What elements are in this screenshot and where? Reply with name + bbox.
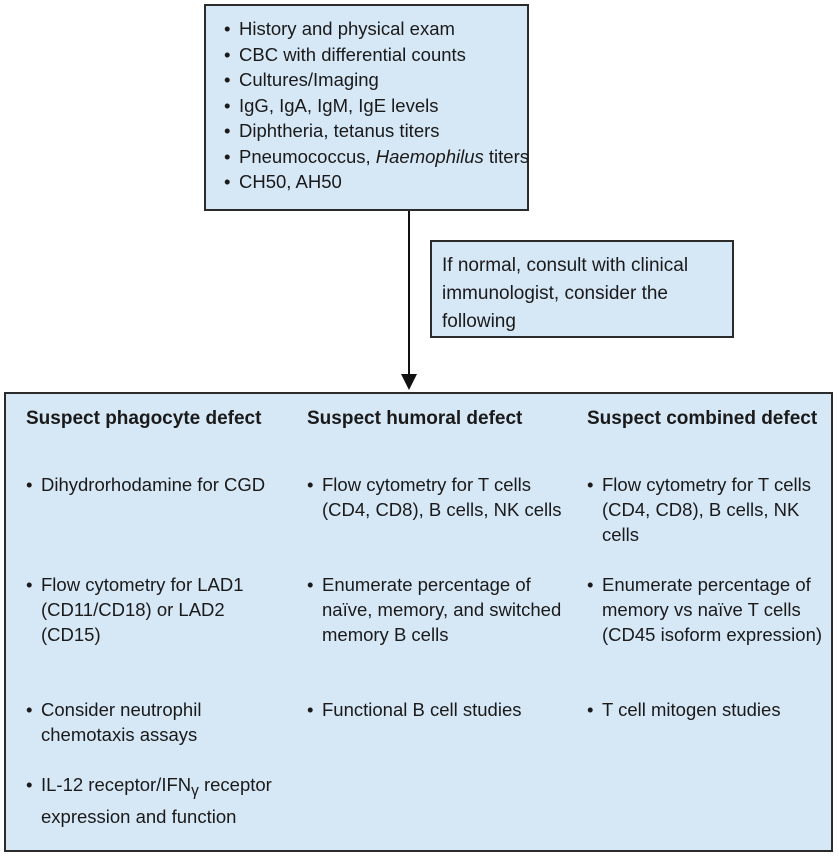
phagocyte-defect-column: Suspect phagocyte defect Dihydrorhodamin… [26,406,288,827]
initial-workup-box: History and physical exam CBC with diffe… [204,4,529,211]
workup-item: History and physical exam [224,16,513,42]
workup-item: CBC with differential counts [224,42,513,68]
test-item: Consider neutrophil chemotaxis assays [26,697,288,747]
test-item: Flow cytometry for T cells (CD4, CD8), B… [307,472,577,522]
initial-workup-list: History and physical exam CBC with diffe… [224,16,529,195]
test-item: Dihydrorhodamine for CGD [26,472,288,497]
workup-item: Cultures/Imaging [224,67,513,93]
gamma-subscript: γ [191,782,199,800]
column-heading: Suspect phagocyte defect [26,408,262,429]
workup-item: CH50, AH50 [224,169,513,195]
specialized-testing-box: Suspect phagocyte defect Dihydrorhodamin… [4,392,833,852]
consult-note-box: If normal, consult with clinical immunol… [430,240,734,338]
italic-term: Haemophilus [375,145,484,167]
humoral-defect-column: Suspect humoral defect Flow cytometry fo… [307,406,577,722]
test-item: Functional B cell studies [307,697,577,722]
workup-item: Diphtheria, tetanus titers [224,118,513,144]
workup-item: Pneumococcus, Haemophilus titers [224,144,529,170]
test-item: Flow cytometry for T cells (CD4, CD8), B… [587,472,827,547]
column-heading: Suspect humoral defect [307,408,523,429]
combined-defect-column: Suspect combined defect Flow cytometry f… [587,406,827,722]
test-item: T cell mitogen studies [587,697,827,722]
column-heading: Suspect combined defect [587,408,818,429]
test-item: Enumerate percentage of memory vs naïve … [587,572,827,647]
test-item: Flow cytometry for LAD1 (CD11/CD18) or L… [26,572,288,647]
test-item: Enumerate percentage of naïve, memory, a… [307,572,577,647]
workup-item: IgG, IgA, IgM, IgE levels [224,93,513,119]
consult-note-text: If normal, consult with clinical immunol… [442,255,689,332]
arrow-head [401,374,417,390]
test-item: IL-12 receptor/IFNγ receptor expression … [26,772,288,829]
